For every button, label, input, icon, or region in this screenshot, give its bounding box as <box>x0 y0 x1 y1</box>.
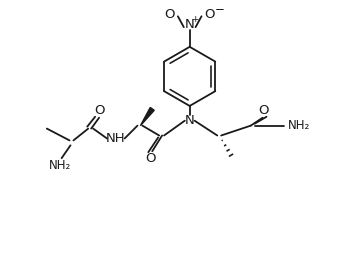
Text: NH₂: NH₂ <box>49 159 71 172</box>
Polygon shape <box>140 107 154 126</box>
Text: O: O <box>165 8 175 21</box>
Text: O: O <box>258 104 269 117</box>
Text: O: O <box>204 8 215 21</box>
Text: NH: NH <box>106 132 126 145</box>
Text: O: O <box>94 104 104 117</box>
Text: +: + <box>191 15 198 24</box>
Text: N: N <box>185 114 195 127</box>
Text: NH₂: NH₂ <box>288 119 310 132</box>
Text: O: O <box>145 152 155 165</box>
Text: N: N <box>185 18 195 31</box>
Text: −: − <box>214 3 224 16</box>
